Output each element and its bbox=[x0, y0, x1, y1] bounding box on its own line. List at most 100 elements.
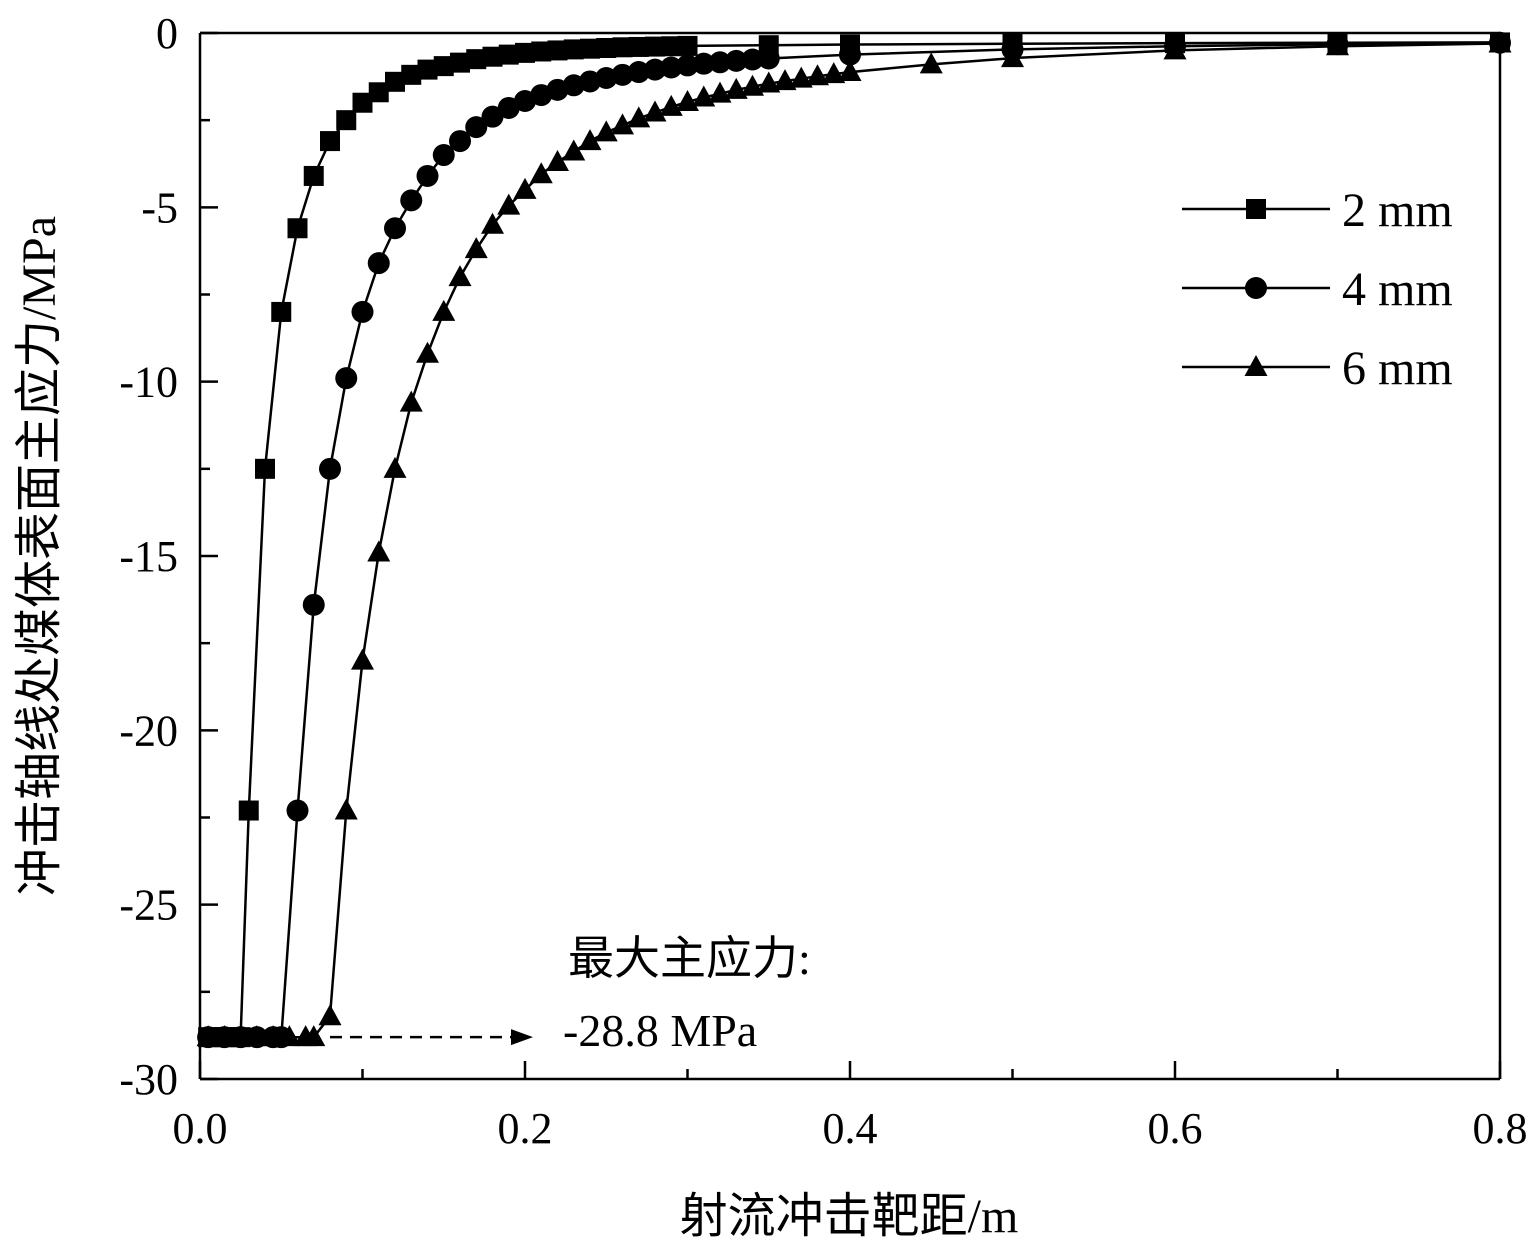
y-tick-label: -25 bbox=[119, 881, 178, 930]
data-point bbox=[229, 1025, 253, 1047]
series-triangle bbox=[196, 31, 1512, 1047]
data-point bbox=[465, 116, 488, 139]
x-tick-label: 0.8 bbox=[1473, 1104, 1528, 1153]
data-point bbox=[645, 36, 665, 57]
data-point bbox=[416, 164, 439, 187]
data-point bbox=[660, 56, 683, 79]
data-point bbox=[351, 300, 374, 323]
data-point bbox=[643, 100, 667, 122]
data-point bbox=[580, 38, 600, 59]
data-point bbox=[303, 165, 324, 186]
data-point bbox=[302, 1025, 326, 1047]
data-point bbox=[212, 1025, 236, 1047]
data-point bbox=[383, 456, 407, 478]
y-tick-label: -5 bbox=[141, 183, 178, 232]
data-point bbox=[773, 69, 797, 91]
data-point bbox=[367, 252, 390, 275]
data-point bbox=[384, 217, 406, 240]
data-point bbox=[464, 237, 488, 259]
legend-label: 2 mm bbox=[1342, 184, 1453, 237]
legend-item-square: 2 mm bbox=[1182, 184, 1453, 237]
data-point bbox=[563, 39, 584, 60]
series-line bbox=[208, 41, 1501, 1039]
data-point bbox=[432, 144, 455, 167]
data-point bbox=[416, 341, 439, 363]
data-point bbox=[741, 48, 764, 71]
data-point bbox=[611, 63, 634, 86]
data-point bbox=[481, 212, 504, 234]
data-point bbox=[245, 1025, 269, 1047]
data-point bbox=[578, 129, 602, 151]
data-point bbox=[612, 37, 633, 58]
data-point bbox=[724, 77, 748, 99]
data-point bbox=[595, 66, 618, 89]
data-point bbox=[261, 1025, 285, 1047]
data-point bbox=[531, 41, 552, 62]
data-point bbox=[529, 162, 553, 184]
data-point bbox=[1163, 38, 1187, 60]
data-point bbox=[709, 51, 731, 74]
axes: 0.0 0.2 0.4 0.6 0.8 0 -5 -10 -15 -20 -25 -30 bbox=[119, 9, 1527, 1153]
data-point bbox=[255, 458, 275, 479]
data-point bbox=[466, 49, 487, 70]
y-axis-label: 冲击轴线处煤体表面主应力/MPa bbox=[13, 216, 66, 896]
x-tick-label: 0.6 bbox=[1148, 1104, 1203, 1153]
annotation-value: -28.8 MPa bbox=[563, 1005, 757, 1056]
data-point bbox=[692, 52, 715, 75]
data-point bbox=[351, 648, 374, 670]
data-point bbox=[676, 54, 699, 77]
y-tick-label: 0 bbox=[156, 9, 178, 58]
data-point bbox=[335, 367, 358, 390]
data-point bbox=[238, 800, 259, 821]
series-circle bbox=[197, 31, 1511, 1049]
legend-item-circle: 4 mm bbox=[1182, 263, 1453, 316]
data-point bbox=[513, 177, 537, 199]
series-square bbox=[198, 32, 1510, 1048]
data-point bbox=[919, 52, 943, 74]
data-point bbox=[515, 42, 535, 63]
data-point bbox=[368, 82, 389, 103]
data-point bbox=[839, 43, 861, 66]
data-point bbox=[449, 130, 471, 153]
legend-label: 4 mm bbox=[1342, 263, 1453, 316]
series-line bbox=[208, 41, 1501, 1039]
y-tick-label: -30 bbox=[119, 1055, 178, 1104]
data-point bbox=[277, 1025, 301, 1047]
data-point bbox=[399, 390, 423, 412]
data-point bbox=[757, 47, 780, 70]
legend-item-triangle: 6 mm bbox=[1182, 342, 1453, 395]
data-point bbox=[450, 52, 470, 73]
data-point bbox=[757, 71, 781, 93]
data-point bbox=[302, 593, 325, 616]
data-point bbox=[400, 189, 423, 212]
data-point bbox=[822, 62, 846, 84]
data-point bbox=[352, 92, 373, 113]
y-tick-label: -15 bbox=[119, 532, 178, 581]
data-point bbox=[498, 44, 519, 65]
data-point bbox=[741, 74, 764, 96]
data-point bbox=[432, 299, 456, 321]
data-point bbox=[417, 59, 438, 80]
x-axis-label: 射流冲击靶距/m bbox=[680, 1190, 1019, 1243]
y-tick-label: -20 bbox=[119, 706, 178, 755]
series-layer bbox=[196, 31, 1512, 1049]
data-point bbox=[497, 193, 521, 215]
data-point bbox=[838, 60, 862, 82]
legend-marker bbox=[1244, 355, 1268, 376]
data-point bbox=[1001, 46, 1024, 68]
legend-label: 6 mm bbox=[1342, 342, 1453, 395]
data-point bbox=[433, 56, 454, 77]
data-point bbox=[367, 540, 391, 562]
annotation-title: 最大主应力: bbox=[568, 933, 811, 984]
data-point bbox=[336, 110, 357, 131]
data-point bbox=[547, 40, 568, 61]
data-point bbox=[287, 218, 308, 239]
data-point bbox=[627, 106, 651, 128]
data-point bbox=[628, 36, 649, 57]
data-point bbox=[385, 71, 405, 92]
x-tick-label: 0.0 bbox=[173, 1104, 228, 1153]
data-point bbox=[448, 265, 472, 287]
data-point bbox=[319, 457, 341, 480]
data-point bbox=[286, 799, 309, 822]
data-point bbox=[401, 64, 422, 85]
